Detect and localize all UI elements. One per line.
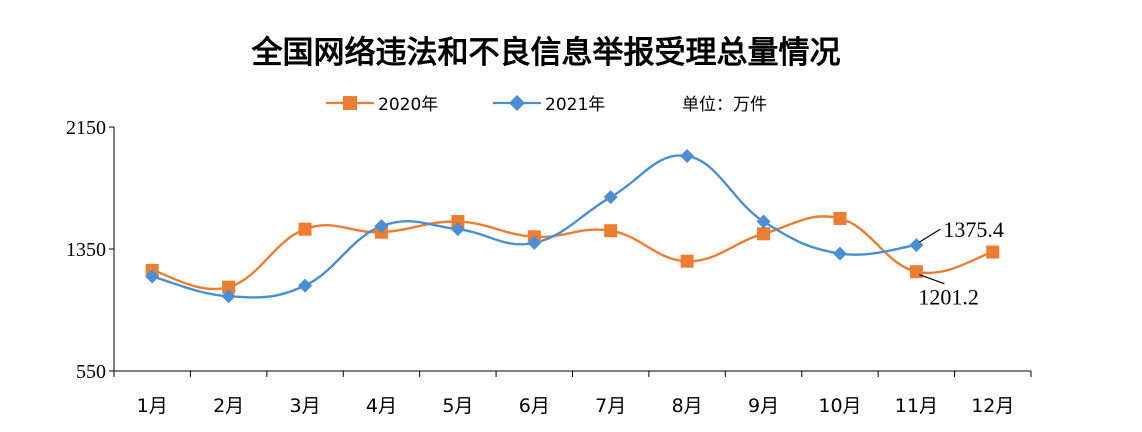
unit-label: 单位：万件: [682, 95, 767, 115]
x-tick-label: 4月: [366, 395, 397, 417]
data-annotation: 1375.4: [943, 217, 1004, 242]
x-tick-label: 3月: [289, 395, 320, 417]
data-point-square: [909, 265, 923, 279]
x-tick-label: 5月: [442, 395, 473, 417]
annotation-leader-line: [919, 228, 941, 243]
data-annotation: 1201.2: [918, 285, 979, 310]
data-point-square: [604, 224, 618, 238]
series-line-1: [151, 154, 917, 299]
data-point-diamond: [145, 269, 160, 284]
data-point-diamond: [450, 222, 465, 237]
data-point-diamond: [603, 190, 618, 205]
legend-label-2020: 2020年: [378, 95, 438, 115]
data-point-diamond: [527, 235, 542, 250]
data-point-square: [986, 245, 1000, 259]
annotations: 1375.4 1201.2: [918, 217, 1004, 310]
x-tick-label: 8月: [672, 395, 703, 417]
data-point-square: [451, 215, 465, 229]
y-tick-label: 550: [76, 361, 106, 383]
tick-group: 2150 1350 550 1月 2月 3月 4月 5月 6月 7月 8月 9月 10月 11月 12月: [66, 117, 1032, 417]
data-point-square: [298, 222, 312, 236]
data-point-diamond: [298, 278, 313, 293]
legend: 2020年 2021年 单位：万件: [326, 95, 767, 115]
series-line-0: [151, 215, 994, 291]
data-point-diamond: [221, 289, 236, 304]
legend-marker-2020: [343, 96, 357, 110]
y-tick-label: 2150: [66, 117, 106, 139]
chart-title: 全国网络违法和不良信息举报受理总量情况: [251, 35, 841, 71]
data-point-diamond: [756, 214, 771, 229]
annotation-leader-line: [919, 274, 945, 285]
data-point-square: [680, 254, 694, 268]
data-point-square: [222, 280, 236, 294]
x-tick-label: 2月: [213, 395, 244, 417]
x-tick-label: 12月: [971, 395, 1014, 417]
x-tick-label: 1月: [137, 395, 168, 417]
legend-label-2021: 2021年: [545, 95, 605, 115]
series-lines: [151, 154, 994, 299]
x-tick-label: 10月: [818, 395, 861, 417]
x-tick-label: 9月: [748, 395, 779, 417]
data-point-diamond: [909, 238, 924, 253]
y-tick-label: 1350: [66, 239, 106, 261]
data-point-square: [757, 227, 771, 241]
data-point-square: [833, 212, 847, 225]
data-point-diamond: [680, 148, 695, 163]
data-point-diamond: [374, 219, 389, 234]
x-tick-label: 11月: [895, 395, 938, 417]
series-markers: [145, 148, 1000, 304]
x-tick-label: 7月: [595, 395, 626, 417]
x-tick-label: 6月: [519, 395, 550, 417]
legend-marker-2021: [509, 95, 525, 111]
data-point-diamond: [832, 246, 847, 261]
